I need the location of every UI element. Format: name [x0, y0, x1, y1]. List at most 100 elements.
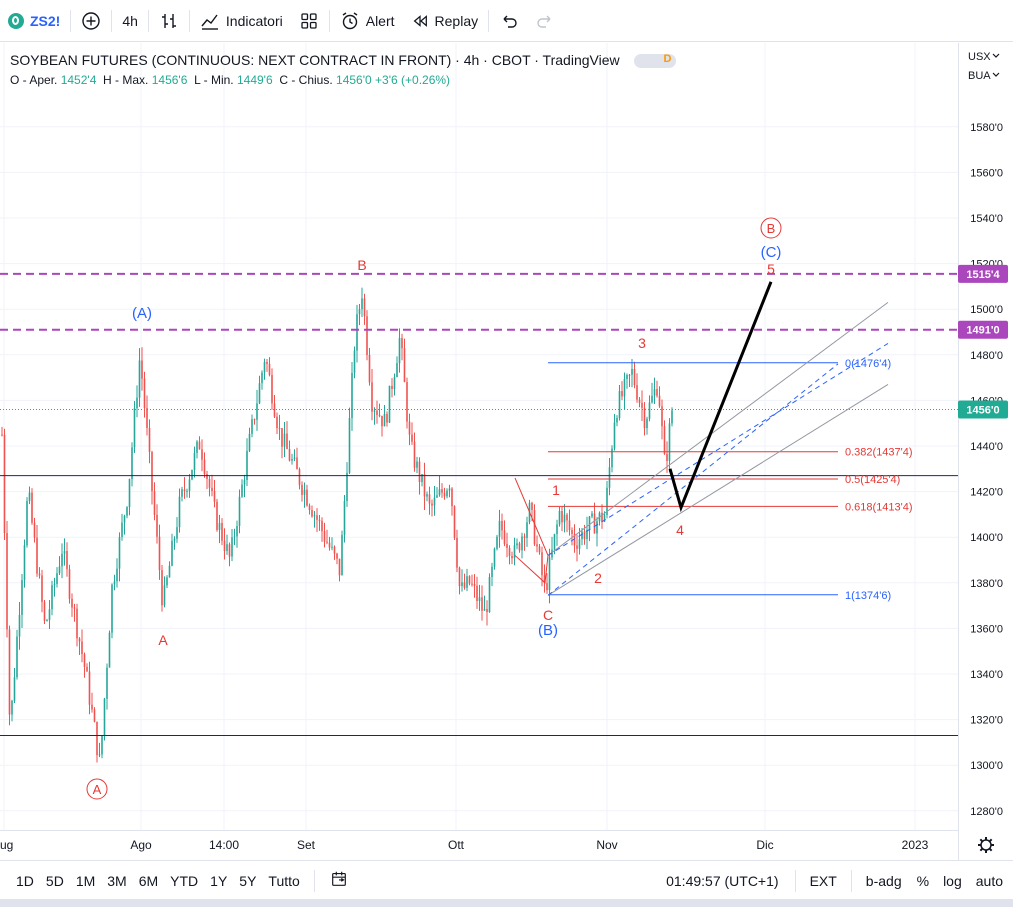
candle-body: [493, 548, 496, 567]
alert-button[interactable]: Alert: [332, 0, 403, 42]
chart-legend-title[interactable]: SOYBEAN FUTURES (CONTINUOUS: NEXT CONTRA…: [10, 52, 676, 69]
toolbar-divider: [313, 869, 315, 892]
wave-label: 2: [594, 570, 602, 586]
candle-body: [401, 337, 403, 349]
indicators-button[interactable]: Indicatori: [192, 0, 291, 42]
candle-body: [288, 448, 291, 461]
candle-body: [453, 506, 456, 538]
candle-body: [246, 450, 248, 481]
candle-body: [591, 513, 593, 517]
toolbar-divider: [488, 9, 490, 32]
range-button-3m[interactable]: 3M: [107, 872, 127, 889]
candle-body: [108, 632, 111, 668]
symbol-logo-icon: [8, 12, 24, 29]
unit-selector[interactable]: BUA: [968, 70, 991, 82]
candle-body: [446, 490, 448, 497]
redo-button[interactable]: [527, 0, 563, 42]
candle-body: [168, 565, 171, 578]
candle-body: [626, 374, 628, 380]
candle-body: [203, 459, 206, 475]
go-to-date-button[interactable]: [323, 870, 355, 891]
candle-body: [238, 496, 241, 527]
candle-body: [233, 536, 236, 538]
candle-body: [601, 512, 603, 522]
candle-body: [283, 433, 286, 447]
replay-button[interactable]: Replay: [403, 0, 487, 42]
percent-scale-button[interactable]: %: [916, 872, 930, 889]
range-button-tutto[interactable]: Tutto: [268, 872, 300, 889]
back-adjust-button[interactable]: b-adg: [865, 872, 902, 889]
candle-body: [486, 608, 488, 613]
fib-retracement: 0(1476'4) 0.382(1437'4) 0.5(1425'4) 0.618(1…: [548, 358, 913, 602]
candle-body: [343, 501, 346, 535]
candle-body: [221, 522, 223, 541]
candle-body: [408, 421, 411, 435]
toolbar-divider: [70, 9, 72, 32]
range-button-ytd[interactable]: YTD: [170, 872, 199, 889]
wave-label-circle: [86, 778, 108, 800]
layout-button[interactable]: [291, 0, 327, 42]
wave-label: 1: [552, 482, 560, 498]
candle-body: [346, 472, 348, 502]
candle-body: [306, 489, 308, 506]
candle-body: [666, 453, 668, 461]
auto-scale-button[interactable]: auto: [975, 872, 1003, 889]
candle-body: [426, 494, 428, 497]
extended-hours-button[interactable]: EXT: [809, 872, 837, 889]
candle-body: [633, 368, 636, 386]
candle-body: [276, 416, 278, 429]
price-tick-label: 1360'0: [970, 623, 1003, 635]
interval-button[interactable]: 4h: [114, 0, 146, 42]
candle-body: [443, 492, 446, 497]
candle-body: [218, 522, 221, 530]
undo-button[interactable]: [491, 0, 527, 42]
compare-add-button[interactable]: [73, 0, 109, 42]
range-button-5y[interactable]: 5Y: [239, 872, 257, 889]
open-value: 1452'4: [60, 73, 97, 87]
candle-body: [356, 314, 358, 351]
chart-area[interactable]: 0(1476'4) 0.382(1437'4) 0.5(1425'4) 0.618(1…: [0, 43, 1013, 860]
wave-label: (C): [761, 244, 782, 261]
price-tick-label: 1440'0: [970, 441, 1003, 453]
fib-level-label: 1(1374'6): [845, 590, 891, 602]
candle-body: [153, 491, 156, 515]
wave-label: B: [767, 221, 776, 236]
candle-body: [596, 521, 598, 534]
candle-body: [281, 428, 283, 447]
range-button-1d[interactable]: 1D: [16, 872, 34, 889]
candle-body: [341, 534, 343, 576]
candle-body: [138, 360, 141, 398]
price-axis: USXBUA1580'01560'01540'01520'01500'01480…: [958, 51, 1008, 818]
legend-visibility-toggle[interactable]: D: [633, 53, 676, 69]
price-tick-label: 1340'0: [970, 669, 1003, 681]
candle-body: [548, 557, 551, 591]
range-button-6m[interactable]: 6M: [138, 872, 159, 889]
candle-body: [161, 570, 163, 606]
price-chart[interactable]: 0(1476'4) 0.382(1437'4) 0.5(1425'4) 0.618(1…: [0, 43, 1013, 860]
clock-timezone-button[interactable]: 01:49:57 (UTC+1): [666, 872, 779, 889]
triangle-drawing: [514, 477, 549, 584]
toolbar-divider: [188, 9, 190, 32]
candle-body: [671, 410, 673, 424]
bar-style-button[interactable]: [151, 0, 187, 42]
gear-icon[interactable]: [978, 837, 994, 853]
candle-body: [636, 385, 638, 400]
range-button-1m[interactable]: 1M: [75, 872, 96, 889]
candle-body: [348, 418, 351, 473]
range-button-1y[interactable]: 1Y: [210, 872, 228, 889]
gear-icon-ring: [980, 839, 992, 851]
time-tick-label: 2023: [902, 838, 929, 852]
candle-body: [653, 389, 656, 396]
candle-body: [423, 474, 426, 497]
currency-selector[interactable]: USX: [968, 51, 991, 63]
candle-body: [41, 575, 43, 602]
candle-body: [228, 544, 231, 557]
price-tick-label: 1300'0: [970, 760, 1003, 772]
range-button-5d[interactable]: 5D: [45, 872, 64, 889]
symbol-search-button[interactable]: ZS2!: [0, 0, 68, 42]
price-tick-label: 1560'0: [970, 167, 1003, 179]
candle-body: [103, 698, 106, 736]
log-scale-button[interactable]: log: [943, 872, 962, 889]
candle-body: [101, 735, 103, 755]
symbol-label: ZS2!: [30, 12, 61, 29]
